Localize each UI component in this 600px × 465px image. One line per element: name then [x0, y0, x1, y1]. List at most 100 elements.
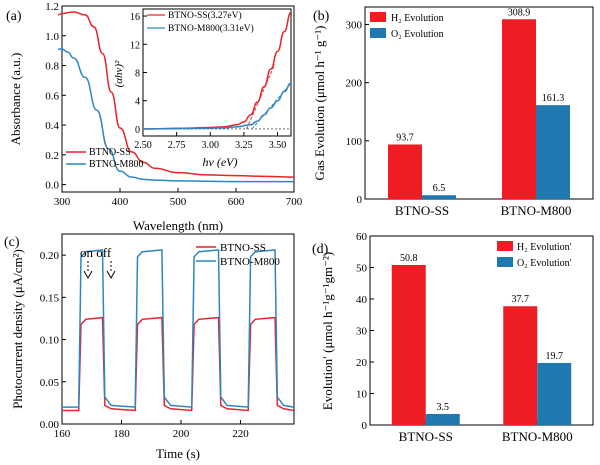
- on-off-annotation: on off: [80, 245, 116, 280]
- panel-c-ylabel: Photocurrent density (μA/cm²): [10, 249, 25, 409]
- absorbance-line-btno-m800: [58, 48, 294, 183]
- panel-b-ylabel: Gas Evolution (μmol h⁻¹ g⁻¹): [312, 26, 327, 181]
- y-tick-label: 12: [130, 40, 140, 51]
- panel-b-frame: [364, 6, 594, 200]
- legend-swatch-o2: [370, 28, 386, 38]
- y-tick-label: 50: [356, 263, 368, 275]
- inset-legend-label-m800: BTNO-M800(3.31eV): [168, 23, 254, 34]
- panel-c-legend: BTNO-SS BTNO-M800: [196, 242, 280, 268]
- y-tick-label: 0.4: [45, 120, 59, 132]
- y-tick-label: 0.6: [45, 90, 59, 102]
- category-label-btno-m800: BTNO-M800: [501, 203, 572, 218]
- bar-value-label: 3.5: [437, 402, 450, 413]
- legend-label-o2: O₂ Evolution: [391, 29, 444, 40]
- panel-a-inset: hν (eV) (αhν)² 2.50 2.75 3.00 3.25 3.50 0 4 8 12…: [113, 8, 292, 169]
- bar-o2-btno-m800: [536, 105, 570, 199]
- y-tick-label: 300: [346, 19, 363, 31]
- legend-label-btno-ss: BTNO-SS: [89, 147, 131, 158]
- panel-c: (c) Time (s) Photocurrent density (μA/cm…: [4, 233, 295, 461]
- y-tick-label: 0.15: [40, 292, 60, 304]
- panel-b: (b) Gas Evolution (μmol h⁻¹ g⁻¹) 0 100 200…: [312, 6, 594, 218]
- panel-b-legend: H₂ Evolution O₂ Evolution: [370, 12, 444, 40]
- y-tick-label: 1.0: [45, 31, 59, 43]
- panel-a-legend: BTNO-SS BTNO-M800: [66, 147, 143, 170]
- x-tick-label: 2.75: [168, 140, 186, 151]
- y-tick-label: 40: [356, 294, 368, 306]
- inset-xlabel: hν (eV): [203, 155, 238, 169]
- legend-label-btno-m800: BTNO-M800: [89, 159, 143, 170]
- panel-d: (d) Evolutionʹ (μmol h⁻¹g⁻¹gm⁻²) 0 10 20 30…: [312, 231, 594, 444]
- bar-o2-btno-ss: [422, 195, 456, 199]
- y-tick-label: 0.05: [40, 377, 60, 389]
- y-tick-label: 10: [356, 389, 368, 401]
- absorbance-line-btno-ss: [57, 11, 295, 178]
- x-tick-label: 2.50: [134, 140, 152, 151]
- legend-swatch-d-h2: [497, 241, 513, 251]
- y-tick-label: 60: [356, 231, 368, 243]
- panel-d-label: (d): [312, 242, 329, 257]
- on-arrowhead: [83, 270, 93, 280]
- y-tick-label: 100: [346, 136, 363, 148]
- x-tick-label: 400: [112, 196, 129, 208]
- bar-o2-btno-m800: [537, 362, 572, 425]
- photocurrent-line-btno-m800: [62, 249, 295, 408]
- legend-label-d-o2: O₂ Evolutionʹ: [517, 258, 572, 269]
- bar-value-label: 308.9: [508, 7, 531, 18]
- on-off-label: on off: [80, 245, 112, 260]
- y-tick-label: 20: [356, 357, 368, 369]
- category-label-btno-m800: BTNO-M800: [502, 429, 573, 444]
- x-tick-label: 200: [173, 428, 190, 440]
- panel-a: (a) Wavelength (nm) Absorbance (a.u.) 30…: [6, 1, 303, 233]
- bar-value-label: 93.7: [396, 132, 414, 143]
- panel-c-label: (c): [4, 235, 20, 250]
- y-tick-label: 0.2: [45, 150, 59, 162]
- y-tick-label: 4: [135, 97, 140, 108]
- panel-a-label: (a): [6, 9, 22, 24]
- y-tick-label: 0.8: [45, 61, 59, 73]
- x-tick-label: 600: [228, 196, 245, 208]
- x-tick-label: 180: [113, 428, 130, 440]
- y-tick-label: 200: [346, 78, 363, 90]
- y-tick-label: 0.00: [40, 419, 60, 431]
- legend-label-d-h2: H₂ Evolutionʹ: [517, 242, 572, 253]
- bar-value-label: 50.8: [400, 253, 418, 264]
- legend-swatch-h2: [370, 12, 386, 22]
- panel-d-legend: H₂ Evolutionʹ O₂ Evolutionʹ: [497, 241, 572, 269]
- panel-c-xlabel: Time (s): [156, 446, 200, 461]
- category-label-btno-ss: BTNO-SS: [395, 203, 449, 218]
- y-tick-label: 0.10: [40, 335, 60, 347]
- bar-o2-btno-ss: [425, 413, 460, 425]
- y-tick-label: 0.0: [45, 180, 59, 192]
- bar-value-label: 37.7: [512, 294, 530, 305]
- x-tick-label: 3.50: [269, 140, 287, 151]
- legend-label-c-m800: BTNO-M800: [220, 256, 280, 268]
- y-tick-label: 0: [135, 125, 140, 136]
- tangent-line-1: [251, 82, 292, 130]
- y-tick-label: 30: [356, 326, 368, 338]
- panel-a-xlabel: Wavelength (nm): [133, 218, 223, 233]
- tangent-line-0: [246, 63, 276, 130]
- bar-value-label: 6.5: [433, 183, 446, 194]
- bar-h2-btno-m800: [503, 306, 538, 425]
- x-tick-label: 700: [286, 196, 303, 208]
- inset-frame: [142, 8, 292, 137]
- x-tick-label: 500: [170, 196, 187, 208]
- x-tick-label: 3.25: [235, 140, 253, 151]
- x-tick-label: 300: [54, 196, 71, 208]
- bar-h2-btno-ss: [388, 144, 422, 199]
- bar-value-label: 19.7: [546, 351, 564, 362]
- y-tick-label: 16: [130, 12, 140, 23]
- y-tick-label: 0: [357, 194, 363, 206]
- legend-swatch-d-o2: [497, 257, 513, 267]
- y-tick-label: 8: [135, 69, 140, 80]
- inset-legend-label-ss: BTNO-SS(3.27eV): [168, 10, 242, 21]
- panel-c-frame: [61, 233, 295, 425]
- x-tick-label: 220: [232, 428, 249, 440]
- legend-label-c-ss: BTNO-SS: [220, 242, 266, 254]
- inset-ylabel: (αhν)²: [113, 60, 125, 87]
- y-tick-label: 1.2: [45, 1, 59, 13]
- x-tick-label: 3.00: [202, 140, 220, 151]
- bar-h2-btno-ss: [391, 264, 426, 425]
- y-tick-label: 0: [362, 420, 368, 432]
